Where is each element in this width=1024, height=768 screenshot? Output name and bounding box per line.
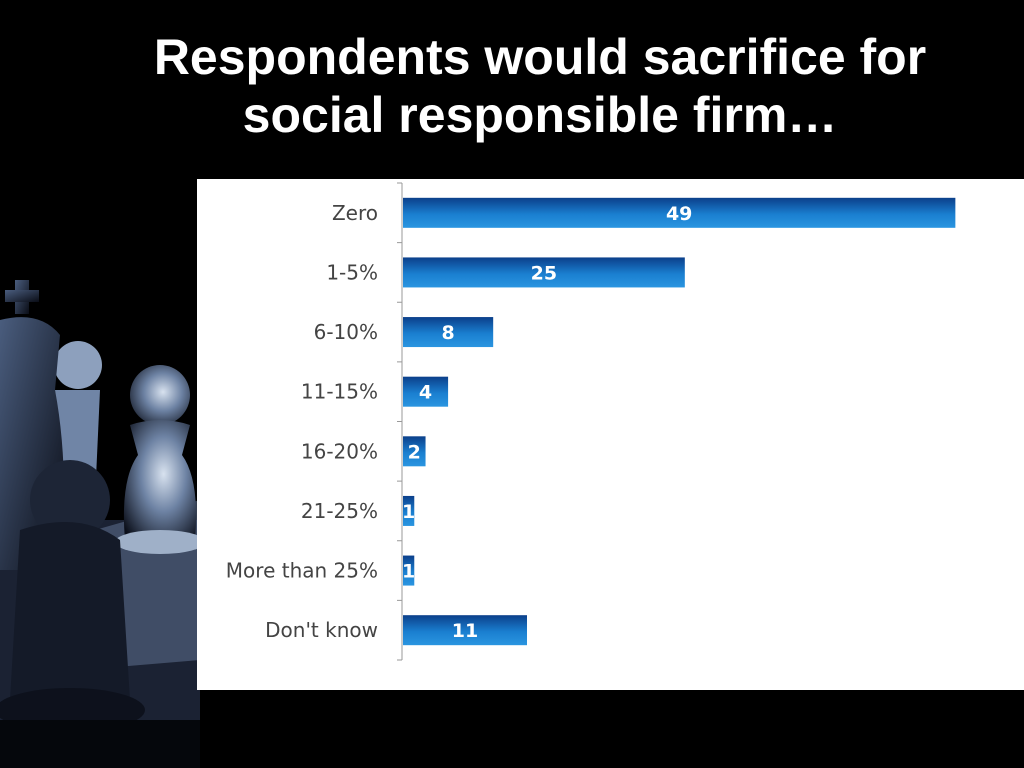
category-label: 11-15% [301, 380, 378, 404]
category-label: 16-20% [301, 439, 378, 463]
bar [403, 257, 685, 288]
bar [403, 376, 449, 407]
title-line-2: social responsible firm… [242, 87, 838, 143]
bar [403, 197, 956, 228]
data-label: 1 [402, 501, 415, 523]
bar [403, 555, 415, 586]
category-label: 21-25% [301, 499, 378, 523]
data-label: 49 [666, 203, 692, 225]
category-label: Don't know [265, 618, 378, 642]
chart-panel: Zero 1-5% 6-10% 11-15% 16-20% 21-25% More than… [197, 179, 1024, 690]
data-label: 2 [408, 441, 421, 463]
data-label: 11 [452, 620, 478, 642]
category-label: Zero [332, 201, 378, 225]
data-label: 25 [531, 262, 557, 284]
data-label: 8 [441, 322, 454, 344]
chess-background-image [0, 240, 200, 768]
title-line-1: Respondents would sacrifice for [153, 29, 927, 85]
bar-chart: Zero 1-5% 6-10% 11-15% 16-20% 21-25% More than… [226, 182, 956, 661]
bar [403, 436, 426, 467]
category-label: 1-5% [326, 260, 378, 284]
slide-title: Respondents would sacrifice for social r… [60, 28, 1020, 144]
category-label: More than 25% [226, 559, 378, 583]
bar [403, 615, 527, 646]
bar [403, 317, 494, 348]
category-label: 6-10% [314, 320, 378, 344]
bar [403, 495, 415, 526]
data-label: 4 [419, 382, 432, 404]
data-label: 1 [402, 561, 415, 583]
